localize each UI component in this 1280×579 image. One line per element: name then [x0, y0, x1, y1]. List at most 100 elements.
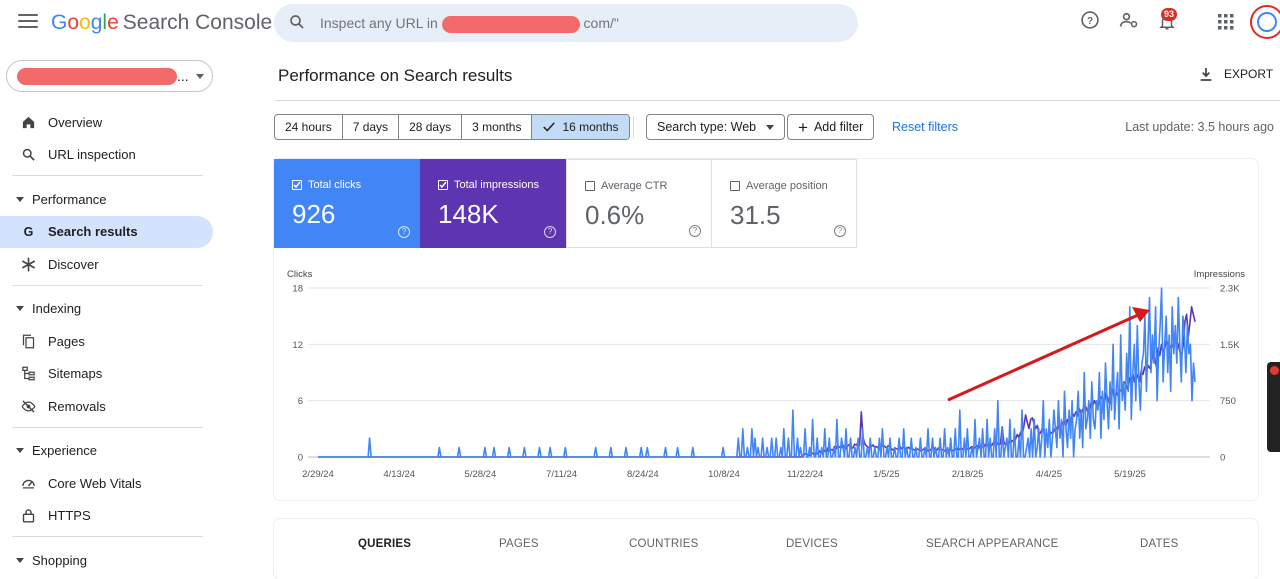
range-3-months[interactable]: 3 months: [462, 115, 533, 139]
sidebar-item-label: Discover: [48, 256, 99, 272]
sidebar-item-pages[interactable]: Pages: [0, 325, 215, 358]
tab-dates[interactable]: DATES: [1140, 538, 1179, 550]
metric-value: 926: [292, 199, 336, 229]
sidebar-item-core-web-vitals[interactable]: Core Web Vitals: [0, 467, 215, 500]
x-tick-label: 7/11/24: [546, 469, 577, 480]
sidebar-item-url-inspection[interactable]: URL inspection: [0, 139, 215, 172]
right-tick-label: 0: [1220, 453, 1225, 464]
sidebar-item-label: Removals: [48, 398, 106, 414]
sidebar-item-label: Sitemaps: [48, 366, 103, 382]
dimension-tabs-card: [274, 519, 1258, 579]
help-icon[interactable]: ?: [834, 225, 846, 237]
sidebar-divider: [12, 426, 203, 428]
property-selector[interactable]: ...: [6, 60, 213, 92]
annotation-arrow: [947, 307, 1150, 402]
pages-icon: [20, 333, 36, 349]
right-tick-label: 750: [1220, 396, 1236, 407]
sidebar-item-sitemaps[interactable]: Sitemaps: [0, 358, 215, 391]
metric-value: 148K: [438, 199, 499, 229]
help-icon[interactable]: ?: [1080, 10, 1100, 30]
sidebar-item-overview[interactable]: Overview: [0, 106, 215, 139]
logo-letter: o: [79, 11, 91, 34]
svg-text:G: G: [23, 225, 33, 239]
sidebar-item-search-results[interactable]: G Search results: [0, 215, 213, 248]
range-label: 3 months: [472, 120, 522, 134]
plus-icon: +: [798, 117, 808, 137]
asterisk-icon: [20, 256, 36, 272]
sidebar-section-indexing[interactable]: Indexing: [0, 293, 215, 326]
tab-countries[interactable]: COUNTRIES: [629, 538, 699, 550]
sidebar-section-label: Experience: [32, 443, 98, 459]
sidebar-section-label: Indexing: [32, 301, 82, 317]
date-range-group: 24 hours 7 days 28 days 3 months 16 mont…: [274, 114, 630, 140]
left-axis-label: Clicks: [287, 269, 313, 280]
metric-average-ctr[interactable]: Average CTR 0.6% ?: [566, 159, 712, 248]
top-app-bar: Google Search Console Inspect any URL in …: [0, 0, 1280, 48]
right-tick-label: 2.3K: [1220, 284, 1240, 295]
x-tick-label: 8/24/24: [627, 469, 659, 480]
last-update-text: Last update: 3.5 hours ago: [1125, 120, 1274, 134]
account-avatar[interactable]: [1250, 5, 1280, 39]
screen-recorder-widget[interactable]: [1267, 362, 1280, 452]
left-tick-label: 18: [292, 284, 303, 295]
export-button[interactable]: EXPORT: [1198, 66, 1273, 82]
logo-letter: o: [67, 11, 80, 34]
tab-pages[interactable]: PAGES: [499, 538, 539, 550]
sidebar-section-experience[interactable]: Experience: [0, 435, 215, 468]
add-filter-button[interactable]: + Add filter: [787, 114, 875, 140]
apps-grid-icon[interactable]: [1218, 14, 1234, 30]
sidebar-divider: [12, 536, 203, 537]
metric-value: 0.6%: [585, 200, 645, 230]
metric-label-text: Total clicks: [308, 179, 362, 191]
tab-queries[interactable]: QUERIES: [358, 538, 412, 550]
collapse-triangle-icon: [16, 448, 24, 454]
help-icon[interactable]: ?: [398, 226, 410, 238]
x-tick-label: 11/22/24: [787, 469, 823, 480]
app-logo[interactable]: Google Search Console: [51, 11, 272, 35]
sidebar-item-discover[interactable]: Discover: [0, 248, 215, 281]
range-28-days[interactable]: 28 days: [399, 115, 463, 139]
sidebar-section-performance[interactable]: Performance: [0, 183, 215, 216]
metric-total-impressions[interactable]: Total impressions 148K ?: [420, 159, 566, 248]
series-line-clicks: [318, 287, 1196, 458]
manage-users-icon[interactable]: [1119, 10, 1139, 30]
range-7-days[interactable]: 7 days: [343, 115, 400, 139]
left-tick-label: 12: [292, 340, 303, 351]
reset-filters-link[interactable]: Reset filters: [892, 120, 958, 134]
checkbox-unchecked-icon: [730, 181, 740, 191]
range-16-months[interactable]: 16 months: [532, 115, 629, 139]
sidebar-item-https[interactable]: HTTPS: [0, 500, 215, 533]
x-tick-label: 4/13/24: [383, 469, 415, 480]
help-icon[interactable]: ?: [544, 226, 556, 238]
metric-total-clicks[interactable]: Total clicks 926 ?: [274, 159, 420, 248]
search-type-dropdown[interactable]: Search type: Web: [646, 114, 786, 140]
sidebar-divider: [12, 284, 203, 286]
help-icon[interactable]: ?: [689, 225, 701, 237]
url-inspect-search[interactable]: Inspect any URL in com/": [274, 4, 858, 42]
checkbox-unchecked-icon: [585, 181, 595, 191]
tab-devices[interactable]: DEVICES: [786, 538, 838, 550]
sidebar-item-label: Core Web Vitals: [48, 475, 142, 491]
search-type-label: Search type: Web: [657, 120, 757, 134]
x-tick-label: 1/5/25: [873, 469, 899, 480]
menu-icon[interactable]: [18, 14, 38, 32]
tab-search-appearance[interactable]: SEARCH APPEARANCE: [926, 538, 1059, 550]
svg-text:?: ?: [1087, 16, 1093, 27]
metric-label: Total clicks: [292, 179, 361, 191]
range-24-hours[interactable]: 24 hours: [275, 115, 343, 139]
sidebar-item-removals[interactable]: Removals: [0, 390, 215, 423]
sidebar-item-label: HTTPS: [48, 508, 91, 524]
dropdown-caret-icon: [766, 124, 775, 130]
sidebar-section-shopping[interactable]: Shopping: [0, 544, 215, 577]
logo-letter: G: [51, 11, 68, 34]
redacted-domain: [441, 15, 580, 33]
metric-label-text: Average position: [746, 180, 828, 192]
record-dot-icon: [1270, 366, 1279, 375]
collapse-triangle-icon: [16, 306, 24, 312]
x-tick-label: 2/18/25: [952, 469, 984, 480]
metric-average-position[interactable]: Average position 31.5 ?: [711, 159, 857, 248]
dropdown-caret-icon: [196, 74, 204, 79]
metric-label: Total impressions: [438, 179, 539, 191]
metric-label: Average position: [730, 180, 828, 192]
search-placeholder-start: Inspect any URL in: [320, 15, 438, 31]
